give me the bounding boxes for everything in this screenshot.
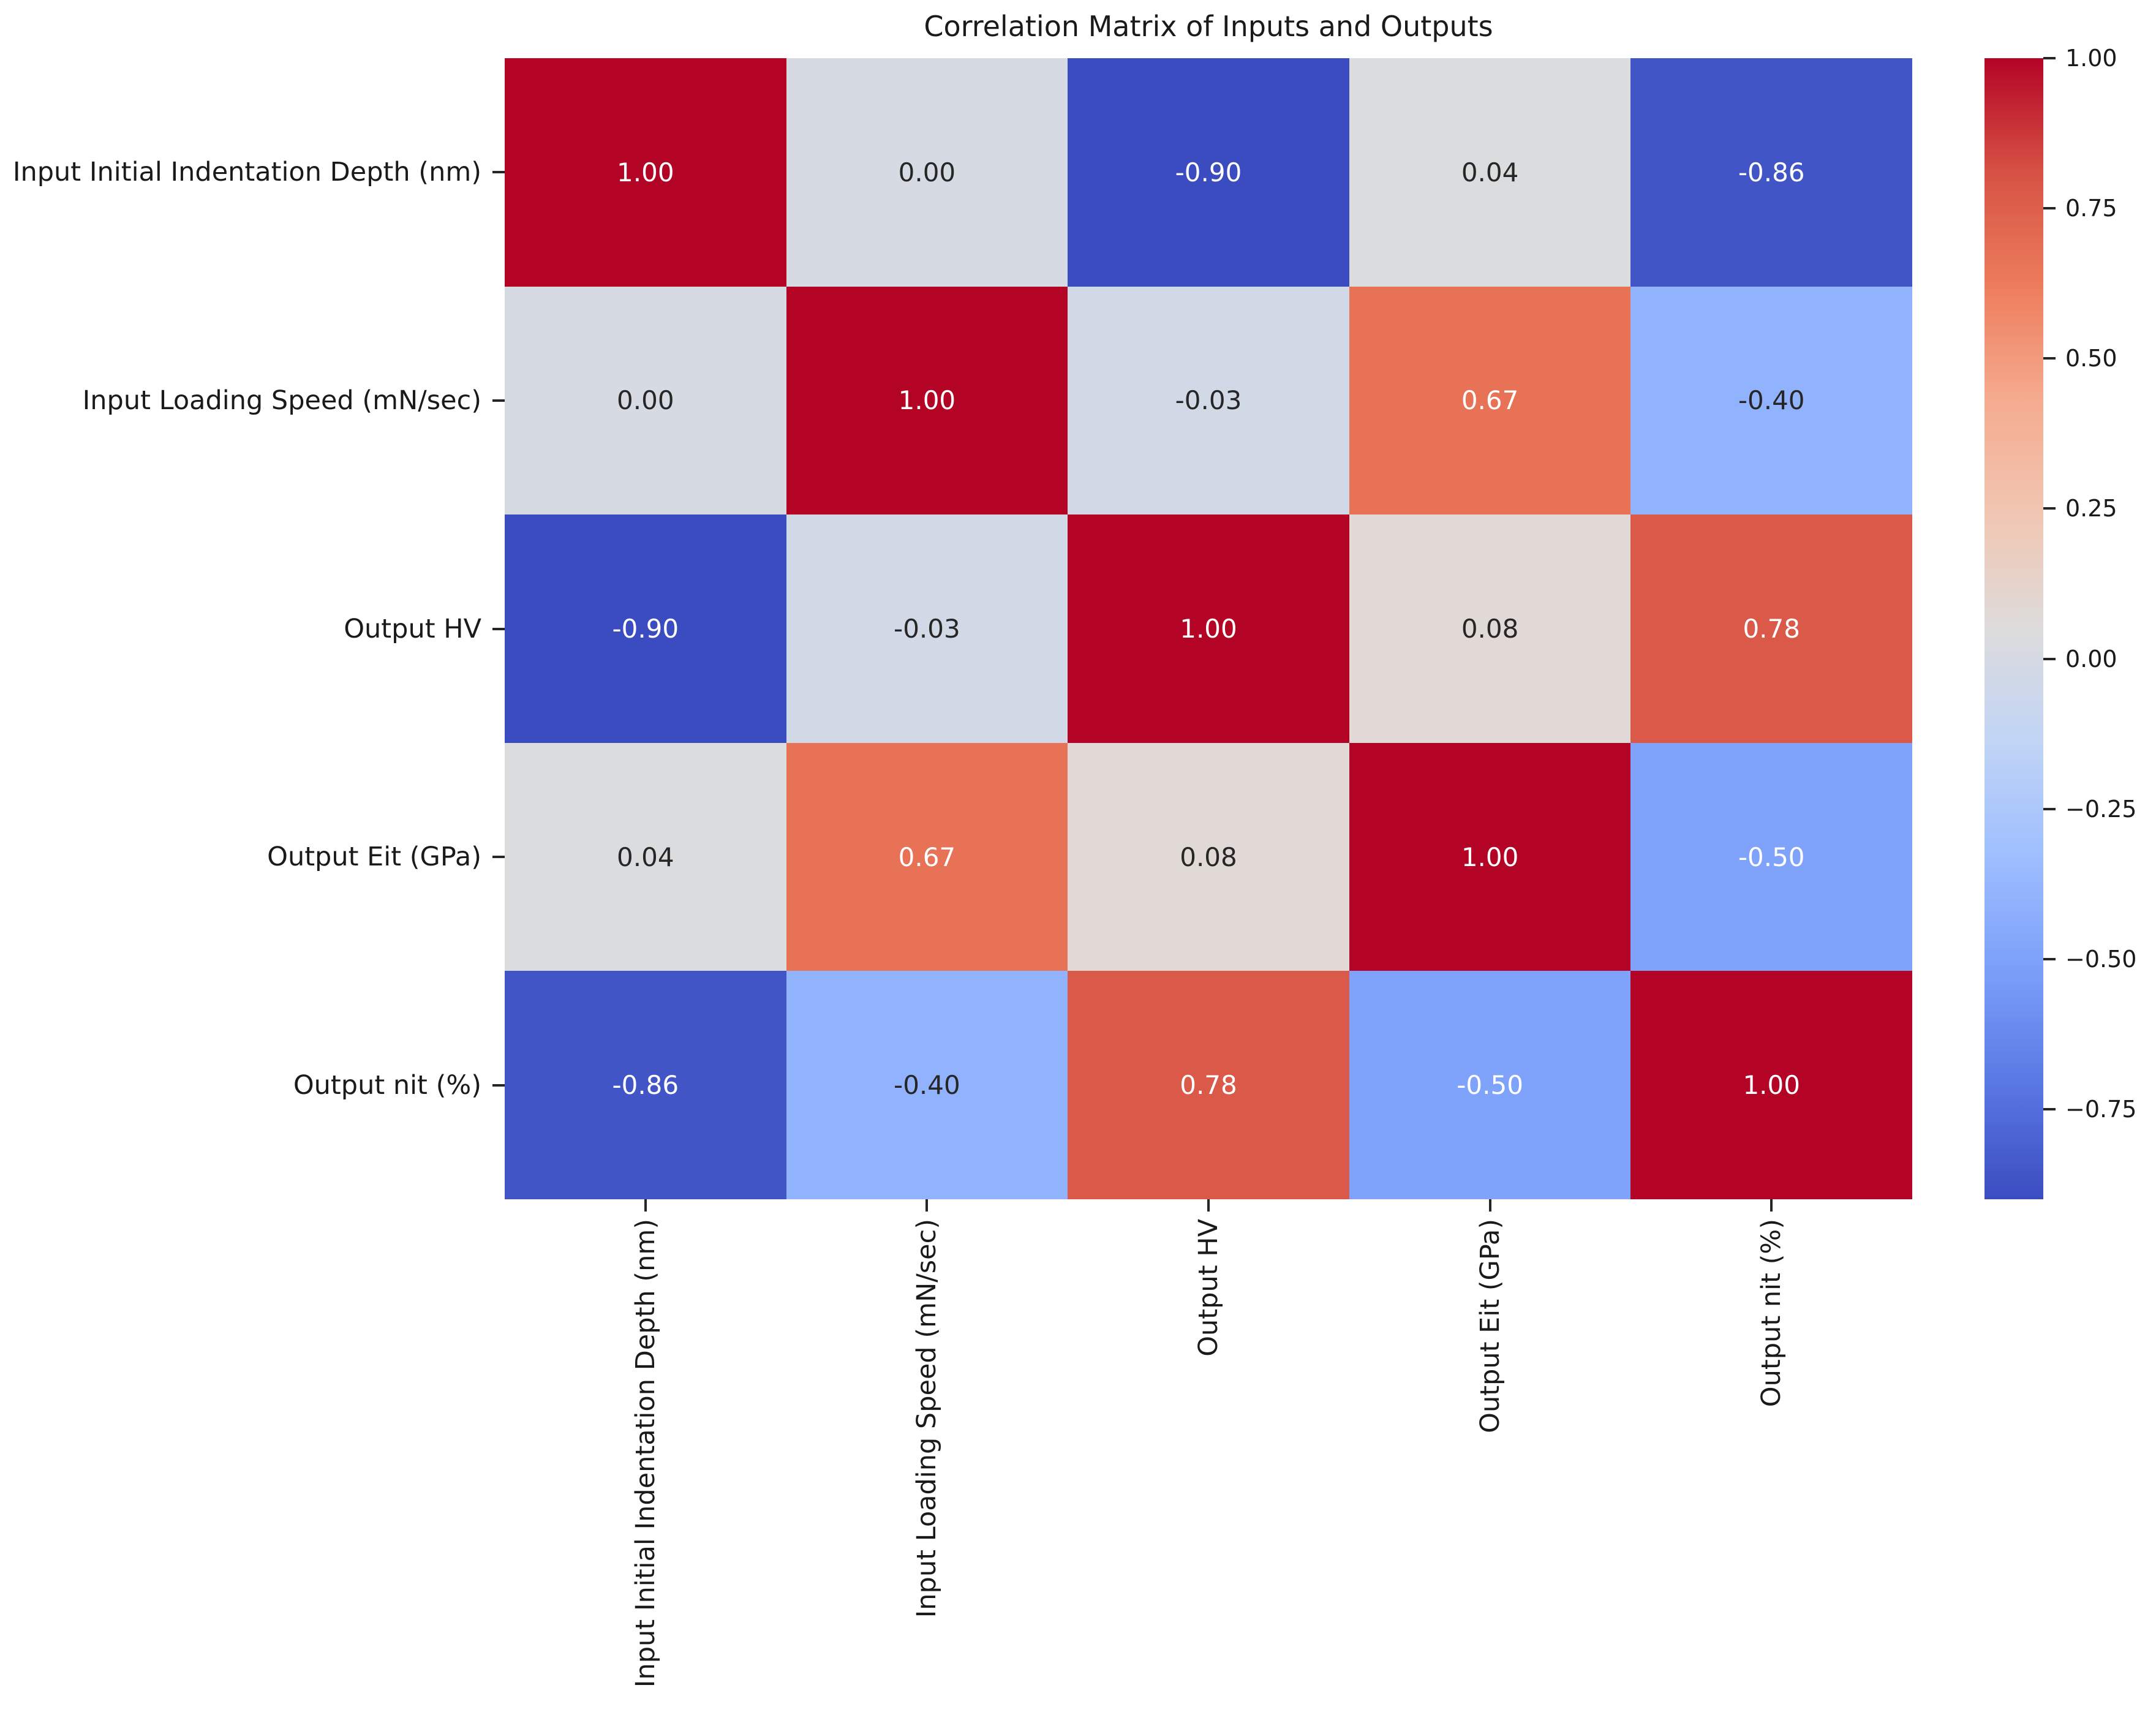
colorbar-tick-label: 0.25 xyxy=(2065,495,2117,522)
x-axis-tick-label: Output Eit (GPa) xyxy=(1474,1219,1506,1433)
cell-value: 1.00 xyxy=(1743,1070,1800,1101)
heatmap-cell: 0.67 xyxy=(1349,286,1631,515)
heatmap-cell: 0.78 xyxy=(1068,971,1349,1199)
colorbar-tick-mark xyxy=(2043,657,2056,660)
heatmap-cell: 0.00 xyxy=(786,58,1068,287)
cell-value: -0.40 xyxy=(894,1070,960,1101)
cell-value: -0.90 xyxy=(612,613,679,644)
chart-title: Correlation Matrix of Inputs and Outputs xyxy=(924,10,1493,43)
colorbar-tick-mark xyxy=(2043,507,2056,510)
colorbar-tick-mark xyxy=(2043,957,2056,960)
heatmap-cell: 0.00 xyxy=(505,286,786,515)
heatmap-cell: 1.00 xyxy=(505,58,786,287)
colorbar-tick-mark xyxy=(2043,1107,2056,1110)
y-axis-tick-label: Output HV xyxy=(344,613,481,644)
heatmap-cell: 0.67 xyxy=(786,742,1068,971)
cell-value: 0.04 xyxy=(617,842,674,872)
heatmap-cell: 0.78 xyxy=(1630,514,1912,743)
y-axis-tick-mark xyxy=(492,627,505,630)
x-axis-tick-mark xyxy=(644,1199,647,1212)
heatmap-cell: -0.40 xyxy=(786,971,1068,1199)
x-axis-tick-mark xyxy=(1488,1199,1491,1212)
y-axis-tick-label: Output nit (%) xyxy=(293,1069,481,1101)
colorbar-tick-mark xyxy=(2043,357,2056,360)
y-axis-tick-label: Input Loading Speed (mN/sec) xyxy=(82,385,481,416)
heatmap-cell: -0.86 xyxy=(1630,58,1912,287)
heatmap-cell: -0.90 xyxy=(1068,58,1349,287)
colorbar-tick-mark xyxy=(2043,207,2056,210)
heatmap-cell: 0.04 xyxy=(1349,58,1631,287)
y-axis-tick-mark xyxy=(492,399,505,402)
cell-value: -0.50 xyxy=(1738,842,1805,872)
cell-value: -0.40 xyxy=(1738,385,1805,416)
cell-value: 0.08 xyxy=(1180,842,1237,872)
cell-value: 0.78 xyxy=(1180,1070,1237,1101)
heatmap-cell: 1.00 xyxy=(786,286,1068,515)
x-axis-tick-label: Input Initial Indentation Depth (nm) xyxy=(630,1219,661,1688)
heatmap-cell: 1.00 xyxy=(1068,514,1349,743)
colorbar-tick-label: −0.75 xyxy=(2065,1095,2137,1123)
colorbar-tick-label: −0.50 xyxy=(2065,945,2137,973)
heatmap-cell: -0.90 xyxy=(505,514,786,743)
y-axis-tick-label: Input Initial Indentation Depth (nm) xyxy=(12,157,481,188)
colorbar-tick-label: 0.75 xyxy=(2065,195,2117,222)
y-axis-tick-mark xyxy=(492,171,505,174)
cell-value: -0.86 xyxy=(1738,157,1805,187)
x-axis-tick-label: Output nit (%) xyxy=(1756,1219,1787,1408)
heatmap-cell: -0.03 xyxy=(786,514,1068,743)
heatmap-cell: -0.40 xyxy=(1630,286,1912,515)
heatmap-cell: 0.04 xyxy=(505,742,786,971)
cell-value: 0.67 xyxy=(898,842,956,872)
cell-value: 0.00 xyxy=(898,157,956,187)
x-axis-tick-mark xyxy=(925,1199,929,1212)
cell-value: -0.03 xyxy=(1175,385,1242,416)
cell-value: 0.04 xyxy=(1461,157,1519,187)
cell-value: -0.86 xyxy=(612,1070,679,1101)
cell-value: 0.78 xyxy=(1743,613,1800,644)
heatmap-cell: 0.08 xyxy=(1068,742,1349,971)
colorbar-tick-mark xyxy=(2043,57,2056,59)
y-axis-tick-label: Output Eit (GPa) xyxy=(267,842,481,873)
cell-value: 1.00 xyxy=(1461,842,1519,872)
heatmap-grid: 1.00 0.00 -0.90 0.04 -0.86 0.00 1.00 -0.03 0.67 -… xyxy=(505,58,1912,1199)
cell-value: 0.08 xyxy=(1461,613,1519,644)
heatmap-cell: 1.00 xyxy=(1349,742,1631,971)
heatmap-cell: -0.86 xyxy=(505,971,786,1199)
cell-value: 0.67 xyxy=(1461,385,1519,416)
cell-value: -0.90 xyxy=(1175,157,1242,187)
cell-value: -0.50 xyxy=(1457,1070,1523,1101)
heatmap-cell: -0.50 xyxy=(1630,742,1912,971)
x-axis-tick-mark xyxy=(1770,1199,1773,1212)
colorbar-tick-label: −0.25 xyxy=(2065,795,2137,823)
y-axis-tick-mark xyxy=(492,1084,505,1087)
heatmap-cell: 1.00 xyxy=(1630,971,1912,1199)
cell-value: 0.00 xyxy=(617,385,674,416)
heatmap-cell: -0.50 xyxy=(1349,971,1631,1199)
colorbar-tick-label: 1.00 xyxy=(2065,45,2117,72)
x-axis-tick-mark xyxy=(1207,1199,1210,1212)
cell-value: 1.00 xyxy=(898,385,956,416)
heatmap-cell: 0.08 xyxy=(1349,514,1631,743)
cell-value: 1.00 xyxy=(617,157,674,187)
heatmap-cell: -0.03 xyxy=(1068,286,1349,515)
colorbar xyxy=(1985,58,2043,1199)
y-axis-tick-mark xyxy=(492,856,505,859)
colorbar-tick-label: 0.00 xyxy=(2065,645,2117,673)
x-axis-tick-label: Output HV xyxy=(1193,1219,1224,1357)
colorbar-tick-label: 0.50 xyxy=(2065,345,2117,372)
cell-value: -0.03 xyxy=(894,613,960,644)
x-axis-tick-label: Input Loading Speed (mN/sec) xyxy=(911,1219,943,1618)
colorbar-tick-mark xyxy=(2043,807,2056,810)
cell-value: 1.00 xyxy=(1180,613,1237,644)
